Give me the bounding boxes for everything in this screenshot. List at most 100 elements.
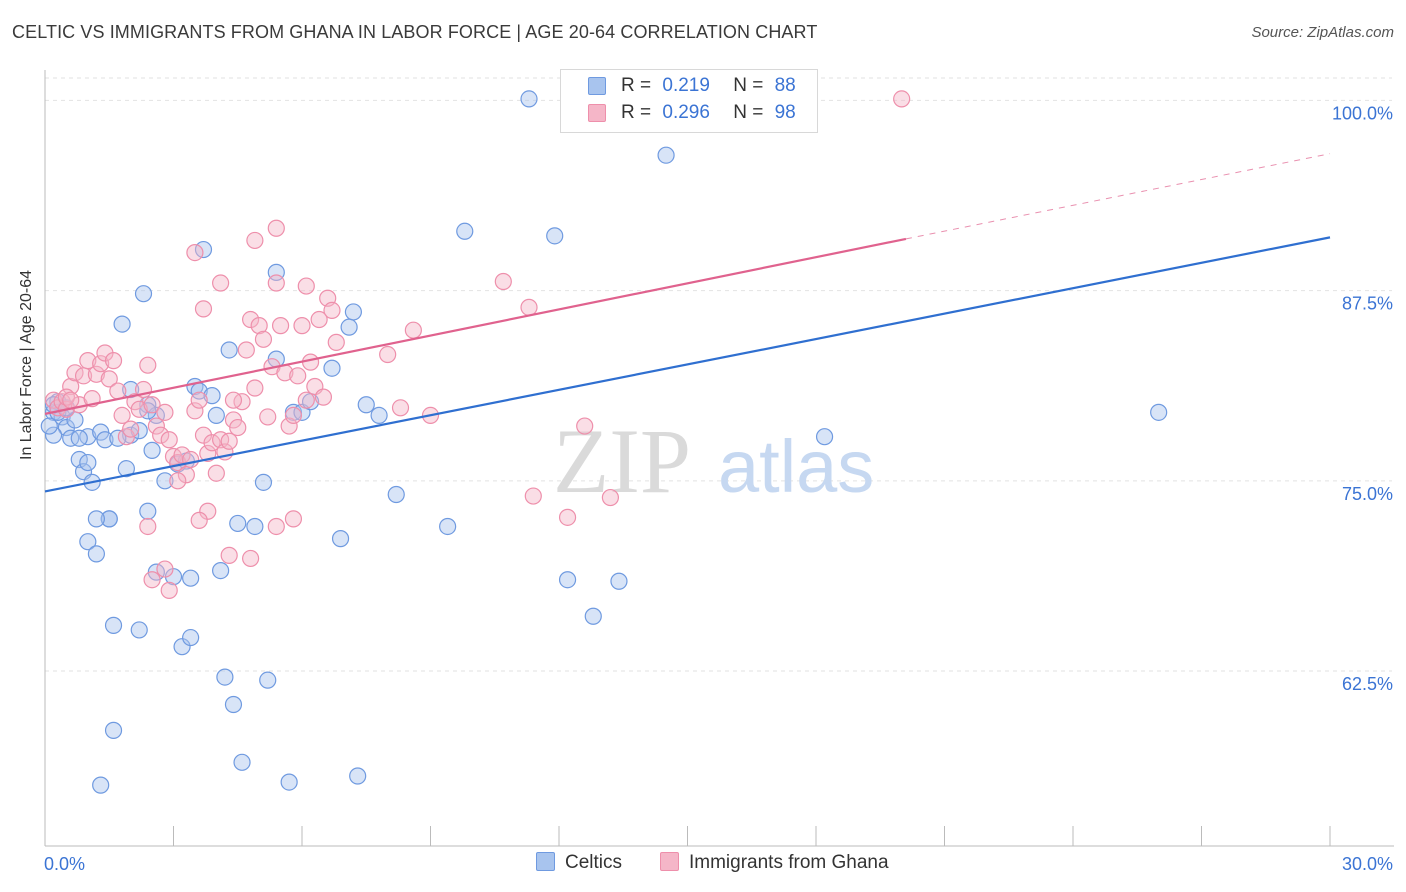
ghana-point <box>152 426 170 444</box>
ghana-point <box>169 472 187 490</box>
celtics-point <box>104 721 123 739</box>
bottom-legend-ghana-label: Immigrants from Ghana <box>689 852 889 873</box>
ghana-point <box>160 581 178 599</box>
ghana-point <box>297 391 315 409</box>
celtics-point <box>117 460 135 478</box>
celtics-point <box>87 510 106 528</box>
ghana-point <box>391 399 410 417</box>
celtics-point <box>79 453 97 472</box>
legend-n-label: N = <box>733 102 764 123</box>
legend-r-label: R = <box>621 75 652 96</box>
ghana-trend-line <box>44 237 907 415</box>
source-note: Source: ZipAtlas.com <box>1251 24 1394 41</box>
ghana-point <box>79 352 97 370</box>
ghana-point <box>190 391 208 409</box>
ghana-point <box>520 298 538 316</box>
ghana-point <box>113 406 131 424</box>
celtics-point <box>610 572 628 590</box>
ghana-trend-extension <box>905 153 1331 240</box>
celtics-point <box>584 607 602 625</box>
ghana-point <box>186 243 204 262</box>
ghana-point <box>379 345 397 364</box>
celtics-point <box>182 569 200 587</box>
ghana-point <box>267 274 285 292</box>
celtics-point <box>349 767 367 785</box>
celtics-point <box>254 473 273 491</box>
ghana-point <box>147 417 165 435</box>
ghana-point <box>104 352 123 370</box>
ghana-point <box>139 517 157 536</box>
ghana-point <box>284 510 303 528</box>
ghana-point <box>250 317 268 335</box>
gridlines <box>45 77 1392 672</box>
celtics-point <box>92 776 110 794</box>
legend-r-ghana: 0.296 <box>662 102 710 123</box>
ghana-point <box>186 402 204 420</box>
celtics-point <box>558 571 577 589</box>
celtics-point <box>79 428 97 446</box>
ghana-point <box>494 272 512 291</box>
ghana-point <box>194 300 213 318</box>
celtics-point <box>134 285 153 303</box>
legend-n-label: N = <box>733 75 764 96</box>
ghana-point <box>224 391 243 409</box>
x-tick-label-min: 0.0% <box>44 854 85 874</box>
legend-r-celtics: 0.219 <box>662 75 710 96</box>
watermark-zip: ZIP <box>553 410 691 512</box>
y-axis-label: In Labor Force | Age 20-64 <box>18 269 35 460</box>
ghana-point <box>293 317 311 335</box>
ghana-point <box>267 219 285 237</box>
bottom-legend-ghana: Immigrants from Ghana <box>660 852 889 874</box>
celtics-point <box>387 485 405 504</box>
legend-r-label: R = <box>621 102 652 123</box>
celtics-point <box>357 396 375 414</box>
celtics-point <box>212 561 230 580</box>
celtics-point <box>331 530 350 548</box>
ghana-point <box>558 508 577 526</box>
ghana-point <box>310 310 328 329</box>
ghana-point <box>284 406 303 424</box>
celtics-point <box>233 753 251 771</box>
ghana-point <box>233 393 251 411</box>
celtics-point <box>113 315 131 333</box>
ghana-point <box>220 546 238 564</box>
ghana-point <box>122 420 140 438</box>
ghana-point <box>130 400 148 418</box>
bottom-legend-celtics: Celtics <box>536 852 622 874</box>
celtics-point <box>40 417 58 435</box>
ghana-point <box>190 511 208 529</box>
celtics-point <box>156 472 174 490</box>
ghana-point <box>156 560 174 578</box>
legend-swatch-ghana <box>588 104 606 122</box>
celtics-point <box>70 429 88 447</box>
celtics-point <box>520 90 538 108</box>
ghana-point <box>601 488 620 507</box>
ghana-point <box>259 408 277 426</box>
ghana-point <box>246 231 264 250</box>
ghana-point <box>229 418 247 437</box>
celtics-point <box>815 428 834 446</box>
ghana-point <box>100 370 118 388</box>
celtics-point <box>439 517 457 536</box>
celtics-point <box>143 441 161 459</box>
ghana-point <box>87 365 106 383</box>
celtics-point <box>220 341 238 359</box>
y-tick-label: 87.5% <box>1342 294 1393 314</box>
celtics-point <box>546 227 564 245</box>
ghana-point <box>173 446 191 464</box>
legend-n-celtics: 88 <box>774 75 796 96</box>
celtics-point <box>340 318 358 336</box>
ghana-point <box>327 333 345 351</box>
ghana-point <box>62 391 80 409</box>
celtics-point <box>130 621 148 639</box>
ghana-point <box>280 417 298 435</box>
ghana-point <box>254 330 273 348</box>
celtics-point <box>259 671 277 689</box>
bottom-swatch-celtics <box>536 852 555 871</box>
ghana-point <box>404 321 422 339</box>
y-tick-label: 100.0% <box>1332 103 1393 123</box>
celtics-point <box>100 510 118 528</box>
celtics-point <box>456 222 474 240</box>
ghana-point <box>212 274 230 292</box>
